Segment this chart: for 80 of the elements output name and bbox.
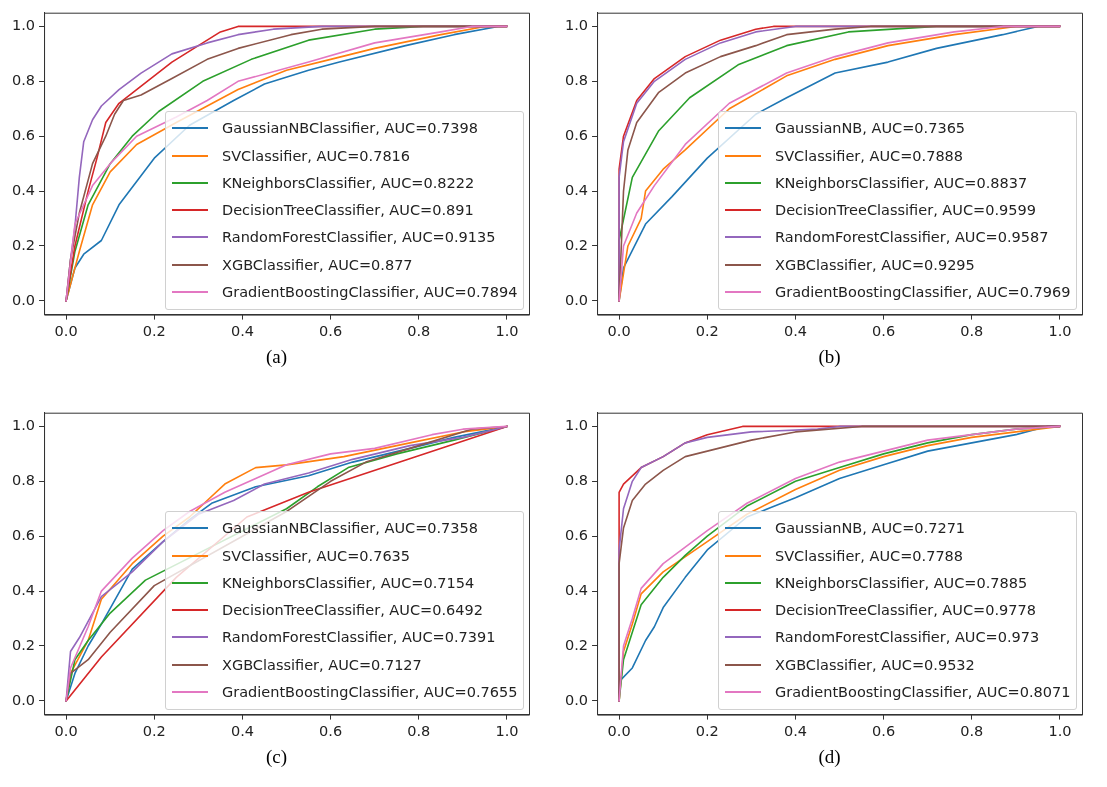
legend-label: XGBClassifier, AUC=0.7127 — [222, 656, 422, 673]
legend-label: GaussianNBClassifier, AUC=0.7358 — [222, 520, 479, 537]
legend-label: DecisionTreeClassifier, AUC=0.9778 — [775, 602, 1036, 619]
legend-label: GradientBoostingClassifier, AUC=0.7655 — [222, 684, 518, 701]
x-tick-label: 0.4 — [230, 323, 254, 340]
x-tick-label: 1.0 — [495, 723, 519, 740]
x-tick-label: 0.2 — [142, 323, 166, 340]
x-tick-label: 0.2 — [695, 323, 719, 340]
legend-label: RandomForestClassifier, AUC=0.973 — [775, 629, 1040, 646]
y-tick-label: 0.8 — [565, 72, 589, 89]
y-tick-label: 0.4 — [565, 181, 589, 198]
legend-label: XGBClassifier, AUC=0.877 — [222, 256, 413, 273]
legend-label: XGBClassifier, AUC=0.9532 — [775, 656, 975, 673]
y-tick-label: 0.2 — [12, 636, 36, 653]
y-tick-label: 0.2 — [565, 636, 589, 653]
legend-label: DecisionTreeClassifier, AUC=0.6492 — [222, 602, 483, 619]
y-tick-label: 0.0 — [12, 691, 36, 708]
x-tick-label: 0.0 — [54, 323, 78, 340]
x-tick-label: 0.6 — [319, 723, 343, 740]
x-tick-label: 0.6 — [872, 323, 896, 340]
legend-label: RandomForestClassifier, AUC=0.7391 — [222, 629, 496, 646]
y-tick-label: 0.4 — [12, 581, 36, 598]
x-tick-label: 1.0 — [1048, 323, 1072, 340]
y-tick-label: 1.0 — [12, 417, 36, 434]
text: (b) — [817, 346, 842, 368]
x-tick-label: 0.2 — [142, 723, 166, 740]
x-tick-label: 0.6 — [872, 723, 896, 740]
legend-label: SVClassifier, AUC=0.7635 — [222, 547, 411, 564]
x-tick-label: 0.8 — [960, 723, 984, 740]
y-tick-label: 0.8 — [12, 472, 36, 489]
x-tick-label: 0.8 — [407, 323, 431, 340]
legend-label: GradientBoostingClassifier, AUC=0.7969 — [775, 284, 1071, 301]
legend-label: GradientBoostingClassifier, AUC=0.7894 — [222, 284, 518, 301]
y-tick-label: 1.0 — [565, 17, 589, 34]
y-tick-label: 0.4 — [565, 581, 589, 598]
legend-label: RandomForestClassifier, AUC=0.9587 — [775, 229, 1049, 246]
y-tick-label: 0.2 — [565, 236, 589, 253]
legend-label: SVClassifier, AUC=0.7816 — [222, 147, 411, 164]
legend-label: KNeighborsClassifier, AUC=0.8837 — [775, 174, 1028, 191]
legend-label: SVClassifier, AUC=0.7888 — [775, 147, 964, 164]
text: (a) — [264, 346, 289, 368]
x-tick-label: 0.4 — [783, 323, 807, 340]
legend-label: GaussianNB, AUC=0.7271 — [775, 520, 966, 537]
y-tick-label: 0.0 — [12, 291, 36, 308]
x-tick-label: 0.0 — [54, 723, 78, 740]
legend-label: DecisionTreeClassifier, AUC=0.9599 — [775, 202, 1036, 219]
legend-label: DecisionTreeClassifier, AUC=0.891 — [222, 202, 474, 219]
y-tick-label: 1.0 — [565, 417, 589, 434]
y-tick-label: 0.0 — [565, 691, 589, 708]
legend-label: KNeighborsClassifier, AUC=0.8222 — [222, 174, 475, 191]
x-tick-label: 0.4 — [230, 723, 254, 740]
y-tick-label: 0.6 — [565, 526, 589, 543]
x-tick-label: 0.8 — [960, 323, 984, 340]
legend-label: GaussianNBClassifier, AUC=0.7398 — [222, 120, 479, 137]
x-tick-label: 0.0 — [607, 323, 631, 340]
x-tick-label: 0.8 — [407, 723, 431, 740]
legend-label: GaussianNB, AUC=0.7365 — [775, 120, 966, 137]
x-tick-label: 1.0 — [1048, 723, 1072, 740]
legend-label: GradientBoostingClassifier, AUC=0.8071 — [775, 684, 1071, 701]
legend-label: XGBClassifier, AUC=0.9295 — [775, 256, 975, 273]
legend-label: KNeighborsClassifier, AUC=0.7154 — [222, 574, 475, 591]
legend-label: KNeighborsClassifier, AUC=0.7885 — [775, 574, 1028, 591]
y-tick-label: 0.0 — [565, 291, 589, 308]
text: (c) — [264, 746, 289, 768]
x-tick-label: 1.0 — [495, 323, 519, 340]
legend-label: RandomForestClassifier, AUC=0.9135 — [222, 229, 496, 246]
x-tick-label: 0.6 — [319, 323, 343, 340]
y-tick-label: 0.4 — [12, 181, 36, 198]
legend-label: SVClassifier, AUC=0.7788 — [775, 547, 964, 564]
y-tick-label: 0.8 — [12, 72, 36, 89]
x-tick-label: 0.2 — [695, 723, 719, 740]
y-tick-label: 0.2 — [12, 236, 36, 253]
x-tick-label: 0.4 — [783, 723, 807, 740]
y-tick-label: 0.8 — [565, 472, 589, 489]
x-tick-label: 0.0 — [607, 723, 631, 740]
text: (d) — [817, 746, 842, 768]
y-tick-label: 0.6 — [12, 126, 36, 143]
y-tick-label: 1.0 — [12, 17, 36, 34]
y-tick-label: 0.6 — [565, 126, 589, 143]
y-tick-label: 0.6 — [12, 526, 36, 543]
